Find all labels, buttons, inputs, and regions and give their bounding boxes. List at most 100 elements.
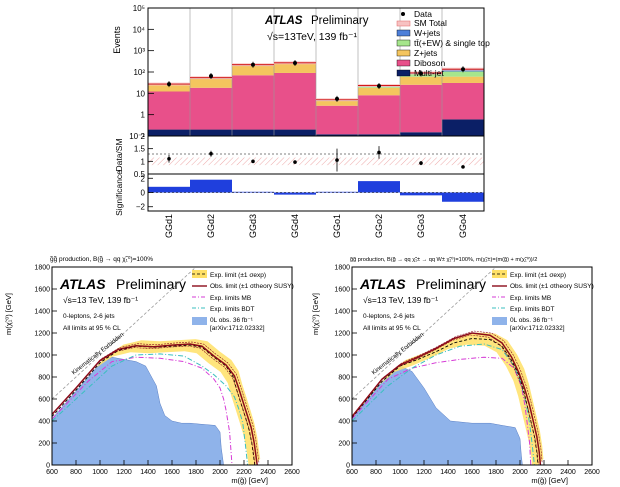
top-significance-panel: −2 0 2 Significance [114,170,485,216]
category-label: GGo3 [416,214,426,238]
observed-down-line [52,345,256,465]
ratio-tick-label: 0.5 [134,170,146,179]
top-y-tick-label: 10⁴ [133,25,146,34]
data-point [461,67,465,72]
ratio-uncertainty-band [148,157,484,166]
x-tick-label: 1000 [92,469,108,476]
y-tick-label: 1600 [34,287,50,294]
left-atlas-label: ATLAS [59,276,106,292]
observed-limit-line [352,332,542,465]
ratio-point [293,160,297,164]
category-label: GGo2 [374,214,384,238]
ratio-tick-label: 2 [141,132,146,141]
legend-multijet-label: Multi-jet [414,68,444,78]
x-tick-label: 600 [346,469,358,476]
stack-bar-zjets [316,100,358,106]
x-tick-label: 1800 [488,469,504,476]
stack-bar-diboson [274,72,316,130]
significance-bar [232,191,274,193]
y-tick-label: 1000 [34,353,50,360]
left-legend-excl-swatch [192,317,207,325]
top-y-tick-label: 10⁻¹ [129,132,145,141]
x-tick-label: 2200 [536,469,552,476]
y-tick-label: 600 [338,397,350,404]
x-tick-label: 1000 [392,469,408,476]
x-tick-label: 2600 [584,469,600,476]
data-point [419,71,423,76]
y-tick-label: 1200 [34,331,50,338]
stack-bar-diboson [358,95,400,135]
ratio-tick-label: 1 [141,157,146,166]
category-label: GGd1 [164,214,174,238]
left-header: g̃g̃ production, B(g̃ → qq χ̃₁⁰)=100% [50,255,154,263]
stack-bar-multijet [190,129,232,136]
stack-bar-zjets [232,65,274,76]
significance-bars [148,179,484,202]
left-energy-label: √s=13 TeV, 139 fb⁻¹ [63,295,138,305]
x-tick-label: 1400 [440,469,456,476]
data-point [167,82,171,87]
x-tick-label: 1800 [188,469,204,476]
significance-bar [400,192,442,196]
right-legend-arxiv: [arXiv:1712.02332] [510,325,565,332]
stack-bar-ttbar [442,71,484,77]
stack-bar-diboson [400,84,442,133]
legend-wjets-swatch [396,29,411,37]
y-tick-label: 400 [38,419,50,426]
x-tick-label: 2600 [284,469,300,476]
stack-bar-zjets [274,63,316,73]
top-category-labels: GGd1 GGd2 GGd3 GGd4 GGo1 GGo2 GGo3 GGo4 [164,214,468,238]
significance-bar [316,191,358,193]
y-tick-label: 1800 [34,265,50,272]
legend-diboson-label: Diboson [414,58,445,68]
ratio-ylabel: Data/SM [114,138,124,171]
y-tick-label: 0 [46,463,50,470]
right-chart: g̃g̃ production, B(g̃ → qq χ̃₁± → qq W± … [311,256,600,485]
significance-ylabel: Significance [114,170,124,216]
y-tick-label: 800 [38,375,50,382]
left-legend-exp: Exp. limit (±1 σexp) [210,272,266,279]
significance-bar [190,179,232,193]
left-chart: g̃g̃ production, B(g̃ → qq χ̃₁⁰)=100% Ki… [4,255,300,485]
category-label: GGo1 [332,214,342,238]
stack-bar-zjets [442,76,484,83]
right-legend-excl: 0L obs. 36 fb⁻¹ [510,317,554,324]
category-label: GGd3 [248,214,258,238]
right-energy-label: √s=13 TeV, 139 fb⁻¹ [363,295,438,305]
ratio-band [148,157,484,166]
top-atlas-label: ATLAS [264,15,303,27]
data-point [377,84,381,89]
x-tick-label: 2400 [260,469,276,476]
significance-tick-label: −2 [136,203,146,212]
top-ratio-panel: 0.5 1 1.5 2 Data/SM [114,132,485,179]
stack-bar-zjets [400,76,442,85]
ratio-point [335,158,339,162]
ratio-point [167,157,171,161]
stack-bar-zjets [148,84,190,92]
top-y-tick-label: 1 [141,111,146,120]
left-legend-mb: Exp. limits MB [210,295,251,302]
top-energy-label: √s=13TeV, 139 fb⁻¹ [267,31,358,43]
data-point [335,96,339,101]
right-xlabel: m(g̃) [GeV] [531,476,568,485]
x-tick-label: 2200 [236,469,252,476]
y-tick-label: 0 [346,463,350,470]
mb-limit-line [52,356,233,465]
y-tick-label: 1800 [334,265,350,272]
legend-multijet-swatch [396,69,411,77]
left-legend-arxiv: [arXiv:1712.02332] [210,325,265,332]
data-point [209,73,213,78]
x-tick-label: 1400 [140,469,156,476]
left-legend-bdt: Exp. limits BDT [210,306,254,313]
stack-bar-zjets [190,78,232,88]
ratio-point [377,150,381,155]
stack-bar-multijet [316,134,358,136]
top-y-tick-label: 10³ [133,47,145,56]
stack-bar-multijet [274,129,316,136]
observed-limit-line [52,343,258,465]
top-ylabel: Events [112,26,122,54]
right-legend-bdt: Exp. limits BDT [510,306,554,313]
stack-bar-diboson [148,91,190,130]
right-atlas-label: ATLAS [359,276,406,292]
